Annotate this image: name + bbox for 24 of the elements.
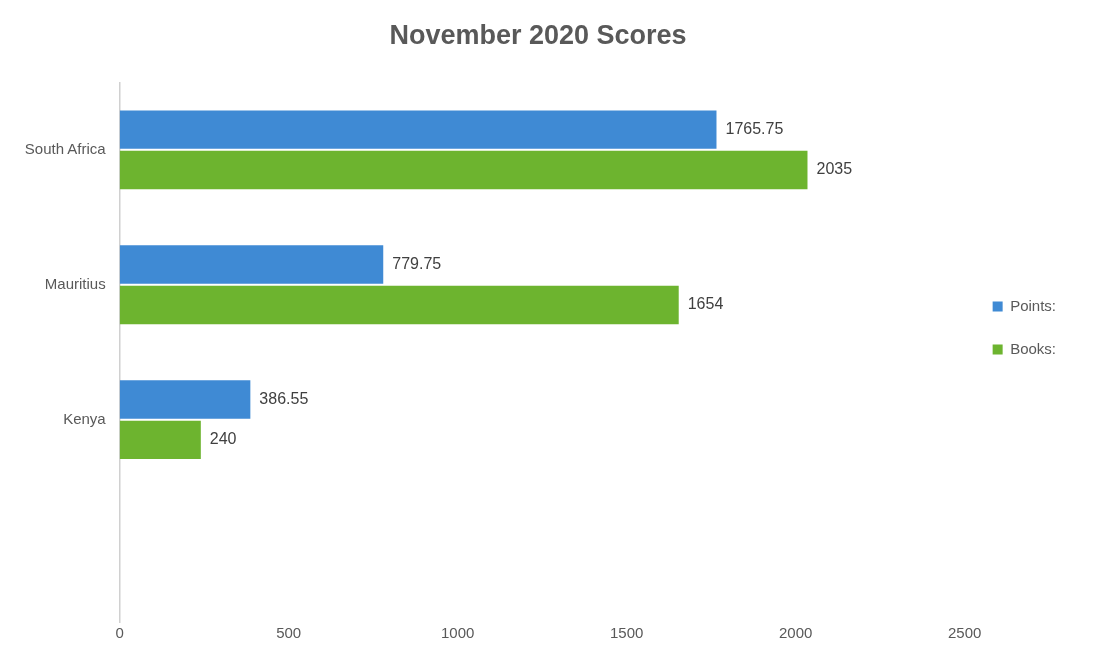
bar	[119, 420, 201, 460]
data-label: 2035	[816, 160, 853, 178]
bar	[119, 285, 679, 325]
data-label: 1765.75	[725, 120, 784, 138]
data-label: 779.75	[392, 254, 442, 272]
x-tick-label: 1000	[441, 624, 475, 642]
bar	[119, 245, 384, 284]
y-tick-label: South Africa	[24, 139, 107, 157]
data-label: 386.55	[259, 389, 309, 407]
y-tick-label: Mauritius	[44, 274, 106, 292]
bar	[119, 380, 251, 419]
y-tick-label: Kenya	[63, 409, 107, 427]
bar	[119, 110, 717, 149]
legend-label: Points:	[1010, 296, 1056, 314]
data-label: 240	[209, 430, 237, 448]
x-tick-label: 1500	[609, 624, 644, 642]
legend-label: Books:	[1010, 339, 1056, 357]
x-tick-label: 2000	[778, 624, 813, 642]
chart-title: November 2020 Scores	[389, 19, 687, 50]
x-tick-label: 0	[115, 624, 124, 642]
x-tick-label: 2500	[947, 624, 982, 642]
data-label: 1654	[687, 295, 724, 313]
bar	[119, 150, 808, 190]
x-tick-label: 500	[276, 624, 302, 642]
